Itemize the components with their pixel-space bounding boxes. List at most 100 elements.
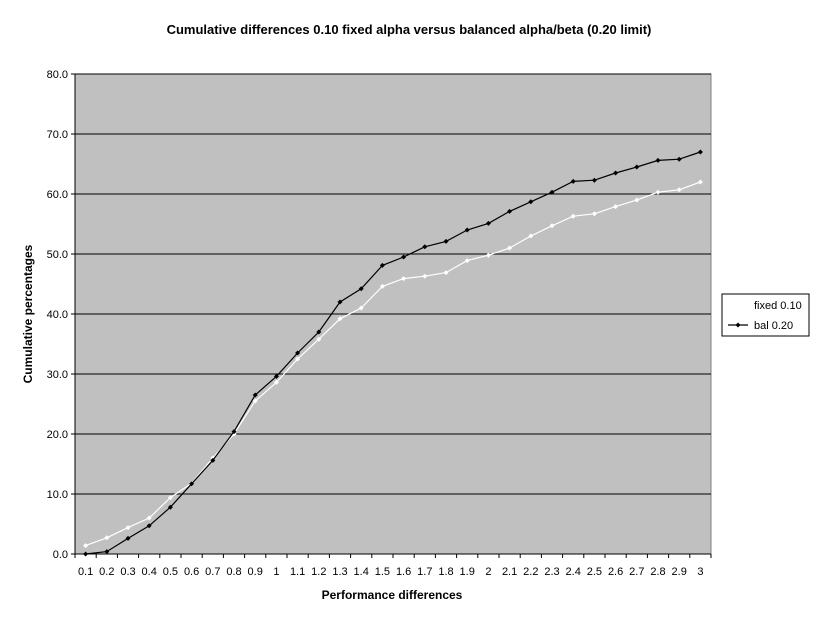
data-point	[401, 254, 407, 260]
data-point	[549, 189, 555, 195]
data-point	[655, 157, 661, 163]
data-point	[422, 244, 428, 250]
data-point	[570, 178, 576, 184]
data-point	[697, 179, 703, 185]
y-axis-title: Cumulative percentages	[21, 244, 35, 383]
data-point	[464, 258, 470, 264]
x-tick-label: 0.4	[142, 566, 157, 578]
x-tick-label: 1.1	[290, 566, 305, 578]
legend-item: fixed 0.10	[728, 300, 802, 312]
y-tick-label: 10.0	[47, 489, 68, 501]
y-axis: 0.0 10.0 20.0 30.0 40.0 50.0 60.0 70.0 80.0	[47, 69, 76, 561]
data-point	[167, 495, 173, 501]
data-point	[146, 515, 152, 521]
x-tick-label: 2	[485, 566, 491, 578]
y-tick-label: 20.0	[47, 429, 68, 441]
data-point	[676, 187, 682, 193]
legend-label: bal 0.20	[754, 320, 793, 332]
x-tick-label: 0.5	[163, 566, 178, 578]
x-tick-label: 0.2	[99, 566, 114, 578]
data-point	[401, 276, 407, 282]
data-point	[591, 177, 597, 183]
legend-box	[721, 293, 810, 337]
y-tick-label: 50.0	[47, 249, 68, 261]
y-tick-label: 0.0	[53, 549, 68, 561]
gridlines	[75, 73, 711, 495]
data-point	[443, 238, 449, 244]
data-point	[634, 197, 640, 203]
data-point	[485, 220, 491, 226]
data-point	[210, 457, 216, 463]
x-tick-label: 2.7	[629, 566, 644, 578]
x-tick-label: 1.4	[354, 566, 369, 578]
data-point	[125, 535, 131, 541]
data-point	[379, 262, 385, 268]
legend-swatch-marker	[735, 302, 741, 308]
data-point	[634, 164, 640, 170]
chart-title: Cumulative differences 0.10 fixed alpha …	[167, 22, 652, 37]
data-point	[613, 204, 619, 210]
data-point	[337, 299, 343, 305]
x-tick-label: 1.2	[311, 566, 326, 578]
y-tick-label: 40.0	[47, 309, 68, 321]
data-point	[83, 543, 89, 549]
x-tick-label: 2.2	[523, 566, 538, 578]
legend-label: fixed 0.10	[754, 300, 802, 312]
data-point	[231, 429, 237, 435]
data-point	[146, 523, 152, 529]
x-tick-label: 1.7	[417, 566, 432, 578]
x-tick-label: 1.9	[460, 566, 475, 578]
data-point	[252, 392, 258, 398]
x-tick-label: 2.1	[502, 566, 517, 578]
y-tick-label: 70.0	[47, 129, 68, 141]
legend-swatch-marker	[735, 322, 741, 328]
data-point	[507, 208, 513, 214]
data-point	[295, 356, 301, 362]
data-point	[464, 227, 470, 233]
x-tick-label: 2.9	[672, 566, 687, 578]
data-point	[104, 549, 110, 555]
x-tick-label: 1.3	[332, 566, 347, 578]
series-layer	[83, 149, 703, 557]
x-tick-label: 3	[697, 566, 703, 578]
data-point	[549, 223, 555, 229]
data-point	[125, 525, 131, 531]
data-point	[570, 213, 576, 219]
y-tick-label: 30.0	[47, 369, 68, 381]
x-axis-title: Performance differences	[322, 588, 463, 602]
data-point	[189, 481, 195, 487]
data-point	[295, 350, 301, 356]
x-tick-label: 2.5	[587, 566, 602, 578]
data-point	[485, 252, 491, 258]
data-point	[422, 273, 428, 279]
data-point	[273, 373, 279, 379]
data-point	[337, 316, 343, 322]
data-point	[273, 379, 279, 385]
x-tick-label: 2.8	[650, 566, 665, 578]
x-tick-label: 0.8	[226, 566, 241, 578]
x-tick-label: 0.7	[205, 566, 220, 578]
data-point	[528, 233, 534, 239]
data-point	[358, 305, 364, 311]
x-tick-label: 0.9	[248, 566, 263, 578]
x-tick-label: 0.6	[184, 566, 199, 578]
data-point	[697, 149, 703, 155]
data-point	[104, 535, 110, 541]
series-1	[83, 149, 703, 557]
data-point	[655, 189, 661, 195]
data-point	[379, 283, 385, 289]
data-point	[613, 170, 619, 176]
x-axis: 0.1 0.2 0.3 0.4 0.5 0.6 0.7 0.8 0.9 1 1.1 1.2 1.3 1.4…	[74, 553, 712, 578]
data-point	[591, 211, 597, 217]
y-tick-label: 60.0	[47, 189, 68, 201]
data-point	[676, 156, 682, 162]
data-point	[358, 286, 364, 292]
x-tick-label: 2.3	[544, 566, 559, 578]
data-point	[252, 398, 258, 404]
data-point	[316, 336, 322, 342]
data-point	[507, 245, 513, 251]
series-line	[85, 181, 701, 547]
x-tick-label: 1.8	[438, 566, 453, 578]
x-tick-label: 1.5	[375, 566, 390, 578]
